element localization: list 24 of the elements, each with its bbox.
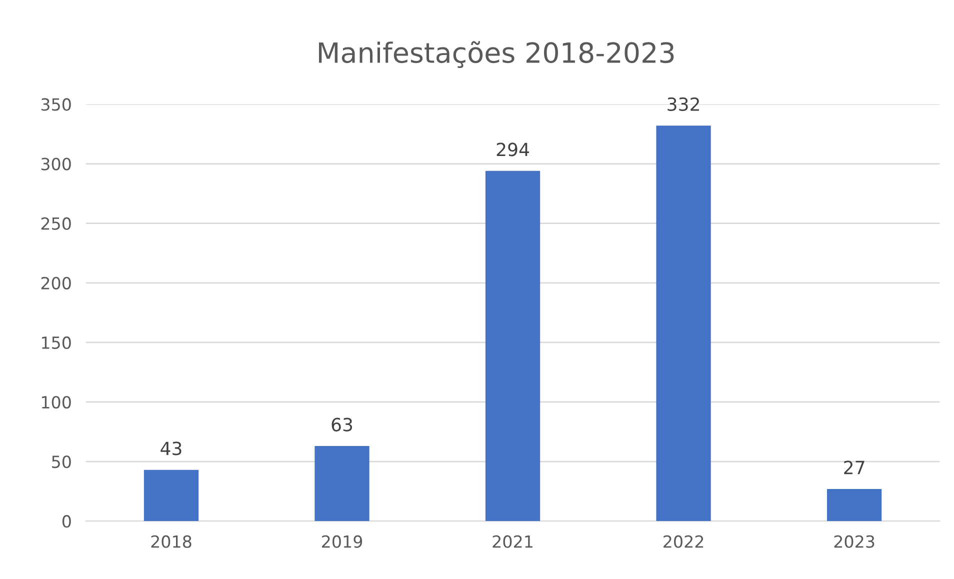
- x-tick-label: 2021: [492, 535, 532, 548]
- x-tick-label: 2022: [664, 535, 704, 548]
- y-tick-label: 350: [41, 98, 71, 111]
- data-label: 43: [160, 442, 182, 456]
- data-label: 332: [668, 97, 699, 112]
- x-tick-label: 2019: [322, 535, 362, 548]
- y-tick-label: 150: [42, 336, 71, 350]
- data-label: 63: [332, 418, 352, 432]
- x-tick-label: 2018: [151, 535, 192, 548]
- bar: [144, 470, 199, 522]
- x-tick-label: 2023: [834, 535, 874, 548]
- y-tick-label: 100: [42, 396, 71, 409]
- chart-title: Manifestações 2018-2023: [318, 41, 674, 68]
- y-tick-label: 300: [41, 158, 71, 170]
- data-label: 294: [496, 142, 529, 156]
- y-tick-label: 0: [62, 515, 71, 528]
- bar: [826, 488, 882, 522]
- y-tick-label: 50: [52, 456, 71, 468]
- y-tick-label: 200: [41, 276, 71, 290]
- bar: [314, 446, 370, 522]
- data-label: 27: [844, 460, 864, 474]
- y-tick-label: 250: [41, 217, 71, 230]
- bar: [656, 126, 711, 522]
- bar: [485, 170, 540, 522]
